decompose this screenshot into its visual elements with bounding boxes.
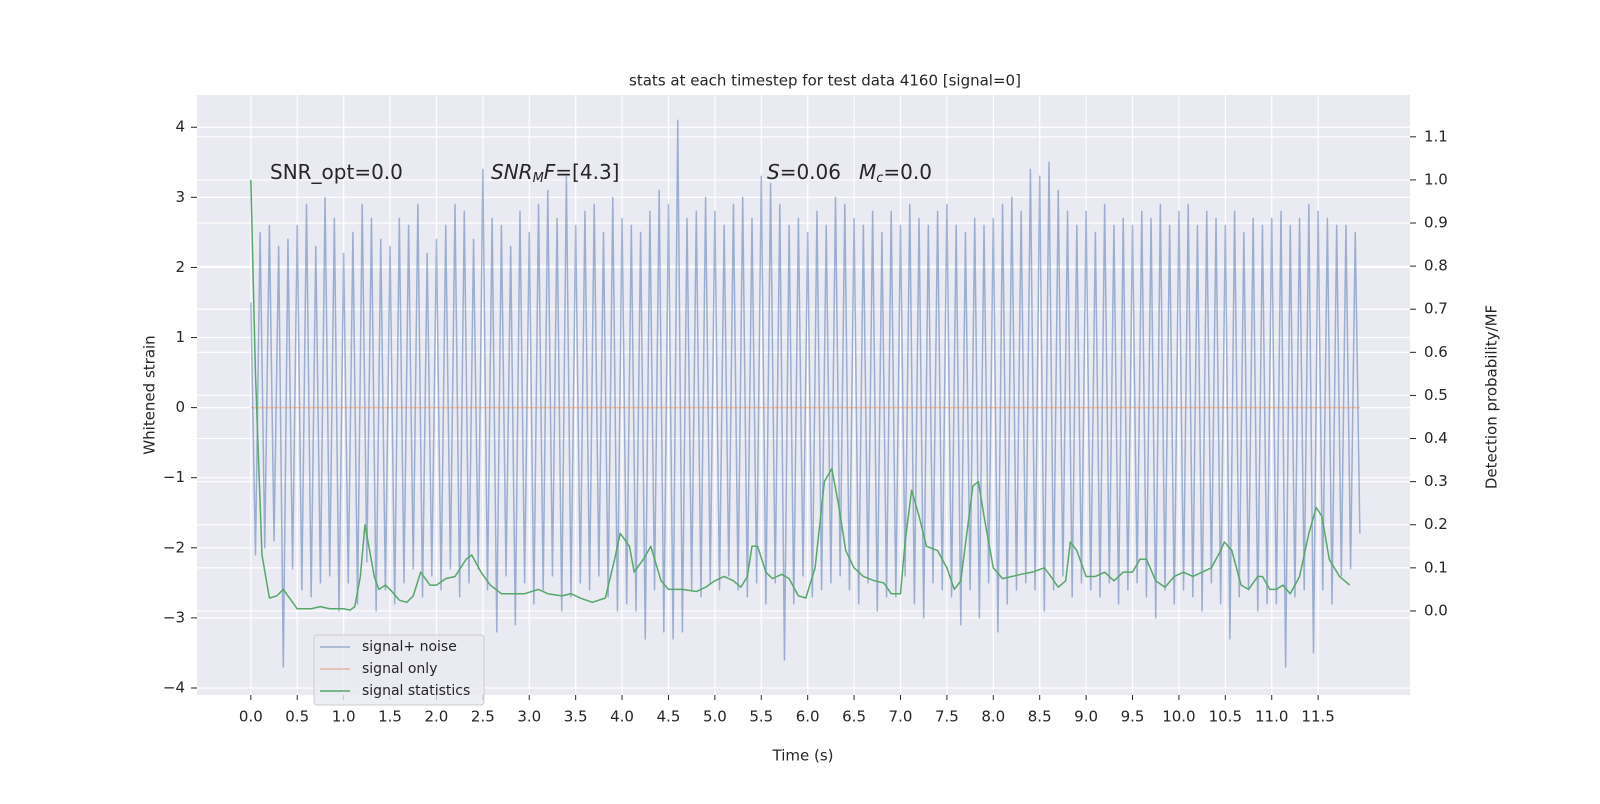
series-line xyxy=(250,119,1361,668)
chart-title: stats at each timestep for test data 416… xyxy=(629,72,1021,90)
legend-label: signal only xyxy=(362,661,437,677)
annotation: Mc=0.0 xyxy=(859,160,932,186)
x-tick-label: 10.5 xyxy=(1209,708,1242,726)
x-axis-label: Time (s) xyxy=(772,747,834,765)
legend-label: signal+ noise xyxy=(362,639,457,655)
x-tick-label: 7.5 xyxy=(935,708,959,726)
x-tick-label: 7.0 xyxy=(889,708,913,726)
x-tick-label: 5.0 xyxy=(703,708,727,726)
y-tick-label: 2 xyxy=(175,258,185,276)
y2-tick-label: 0.4 xyxy=(1424,429,1448,447)
annotation-part: F xyxy=(544,160,556,184)
x-tick-label: 10.0 xyxy=(1162,708,1195,726)
y2-tick-label: 0.3 xyxy=(1424,472,1448,490)
annotation-part: =0.06 xyxy=(780,160,841,184)
x-tick-label: 6.0 xyxy=(796,708,820,726)
x-tick-label: 4.5 xyxy=(657,708,681,726)
y2-tick-label: 0.6 xyxy=(1424,343,1448,361)
x-tick-label: 9.5 xyxy=(1121,708,1145,726)
annotation-part: SNR_opt=0.0 xyxy=(270,160,403,184)
y2-tick-label: 0.7 xyxy=(1424,300,1448,318)
x-tick-label: 11.5 xyxy=(1301,708,1334,726)
y2-tick-label: 1.1 xyxy=(1424,127,1448,145)
y2-tick-label: 1.0 xyxy=(1424,170,1448,188)
y-tick-label: −4 xyxy=(163,678,185,696)
annotation: S=0.06 xyxy=(767,160,841,184)
y2-tick-label: 0.8 xyxy=(1424,257,1448,275)
x-tick-label: 8.5 xyxy=(1028,708,1052,726)
x-tick-label: 2.0 xyxy=(425,708,449,726)
x-tick-label: 1.0 xyxy=(332,708,356,726)
x-tick-label: 0.5 xyxy=(285,708,309,726)
annotation: SNR_opt=0.0 xyxy=(270,160,403,184)
y2-tick-label: 0.5 xyxy=(1424,386,1448,404)
x-tick-label: 6.5 xyxy=(842,708,866,726)
y-tick-label: 0 xyxy=(175,398,185,416)
y-axis-label: Whitened strain xyxy=(141,335,159,454)
annotation-part: =0.0 xyxy=(883,160,932,184)
y2-tick-label: 0.2 xyxy=(1424,515,1448,533)
x-tick-label: 4.0 xyxy=(610,708,634,726)
annotation-part: M xyxy=(533,171,544,186)
x-tick-label: 1.5 xyxy=(378,708,402,726)
x-tick-label: 2.5 xyxy=(471,708,495,726)
annotation-part: S xyxy=(767,160,780,184)
x-tick-label: 3.5 xyxy=(564,708,588,726)
series-line xyxy=(250,179,1351,611)
legend-label: signal statistics xyxy=(362,683,470,699)
y-tick-label: 4 xyxy=(175,118,185,136)
x-tick-label: 3.0 xyxy=(517,708,541,726)
x-tick-label: 11.0 xyxy=(1255,708,1288,726)
annotation-part: M xyxy=(859,160,876,184)
y2-axis-label: Detection probability/MF xyxy=(1483,305,1501,489)
y-tick-label: −2 xyxy=(163,538,185,556)
legend-box xyxy=(313,634,485,706)
y2-tick-label: 0.9 xyxy=(1424,214,1448,232)
x-tick-label: 9.0 xyxy=(1074,708,1098,726)
annotation-part: c xyxy=(876,171,883,186)
y-tick-label: −3 xyxy=(163,608,185,626)
x-tick-label: 0.0 xyxy=(239,708,263,726)
y2-tick-label: 0.0 xyxy=(1424,601,1448,619)
y-tick-label: 1 xyxy=(175,328,185,346)
y-tick-label: 3 xyxy=(175,188,185,206)
x-tick-label: 5.5 xyxy=(749,708,773,726)
y-tick-label: −1 xyxy=(163,468,185,486)
x-tick-label: 8.0 xyxy=(981,708,1005,726)
annotation-part: =[4.3] xyxy=(555,160,619,184)
annotation: SNRMF=[4.3] xyxy=(491,160,619,186)
y2-tick-label: 0.1 xyxy=(1424,558,1448,576)
annotation-part: SNR xyxy=(491,160,533,184)
